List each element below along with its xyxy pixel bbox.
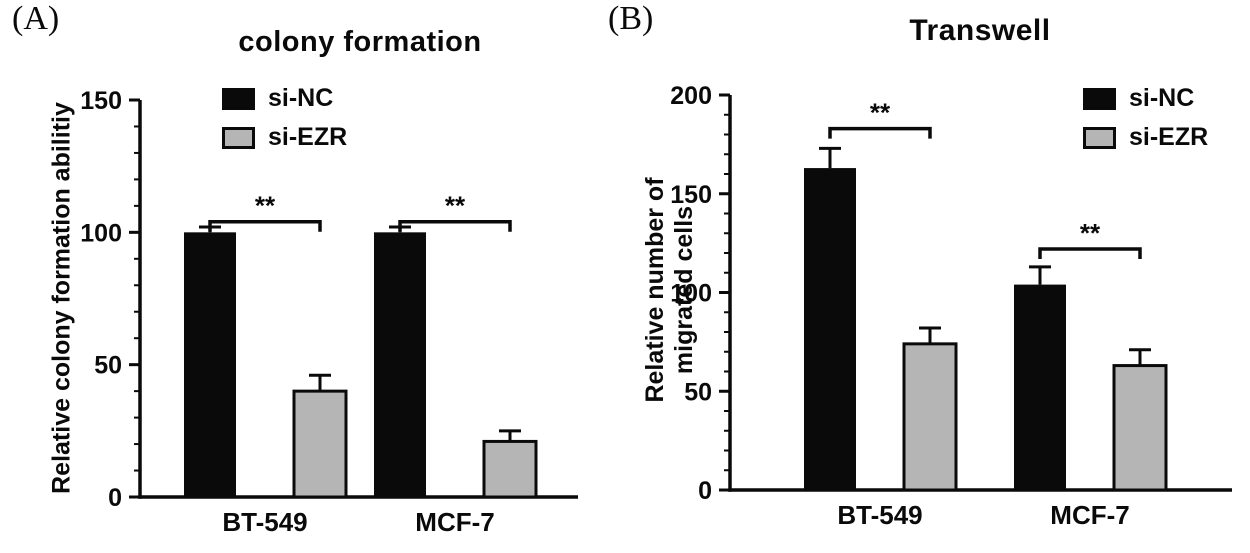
legend-label-si-nc: si-NC (1129, 84, 1195, 112)
legend-item-si-nc: si-NC (222, 84, 347, 113)
panel-label-a: (A) (12, 0, 60, 37)
y-tick-label: 50 (684, 378, 712, 406)
bar-chart-colony-formation: 0 50 100 150 BT-549 MCF-7 ** ** (80, 87, 578, 537)
bar-si-NC-MCF-7 (374, 232, 426, 498)
legend-swatch-si-nc (1083, 87, 1116, 110)
bar-chart-transwell: 0 50 100 150 200 BT-549 MCF-7 ** ** (670, 82, 1232, 530)
y-tick-label: 100 (80, 219, 122, 247)
legend-item-si-ezr: si-EZR (1083, 123, 1208, 152)
y-tick-label: 200 (670, 82, 712, 110)
significance-label: ** (1080, 218, 1101, 248)
panel-a: 0 50 100 150 BT-549 MCF-7 ** ** (A) colony form… (0, 0, 600, 553)
significance-bracket (1038, 247, 1142, 260)
legend-item-si-ezr: si-EZR (222, 123, 347, 152)
y-tick-label: 100 (670, 280, 712, 308)
legend-swatch-si-ezr (222, 126, 255, 149)
significance-bracket (828, 126, 932, 139)
significance-label: ** (445, 191, 466, 221)
legend-label-si-ezr: si-EZR (268, 123, 348, 151)
panel-label-b: (B) (608, 0, 654, 37)
legend-swatch-si-nc (222, 87, 255, 110)
category-label: MCF-7 (415, 507, 494, 537)
y-tick-label: 50 (94, 352, 122, 380)
legend-label-si-ezr: si-EZR (1129, 123, 1209, 151)
legend-a: si-NC si-EZR (222, 84, 347, 152)
y-tick-label: 150 (670, 181, 712, 209)
category-label: BT-549 (222, 507, 307, 537)
y-tick-label: 150 (80, 87, 122, 115)
y-axis-label-b: Relative number of migrated cells (641, 177, 698, 403)
legend-swatch-si-ezr (1083, 126, 1116, 149)
significance-bracket (398, 219, 512, 232)
significance-bracket (208, 219, 322, 232)
bar-si-NC-MCF-7 (1014, 284, 1066, 490)
y-tick-label: 0 (108, 484, 122, 512)
bar-si-NC-BT-549 (804, 168, 856, 490)
bar-si-NC-BT-549 (184, 232, 236, 498)
chart-title-colony-formation: colony formation (238, 26, 482, 58)
chart-title-transwell: Transwell (909, 14, 1051, 47)
legend-item-si-nc: si-NC (1083, 84, 1208, 113)
bar-si-EZR-MCF-7 (482, 439, 538, 499)
bar-si-EZR-BT-549 (292, 389, 348, 499)
y-axis-label-a: Relative colony formation abilitiy (47, 102, 76, 494)
category-label: BT-549 (837, 500, 922, 530)
bar-si-EZR-MCF-7 (1112, 364, 1168, 492)
category-label: MCF-7 (1050, 500, 1129, 530)
legend-label-si-nc: si-NC (268, 84, 334, 112)
significance-label: ** (255, 191, 276, 221)
bar-si-EZR-BT-549 (902, 342, 958, 492)
legend-b: si-NC si-EZR (1083, 84, 1208, 152)
y-tick-label: 0 (698, 477, 712, 505)
panel-b: 0 50 100 150 200 BT-549 MCF-7 ** ** (B) Transwel… (600, 0, 1250, 553)
significance-label: ** (870, 98, 891, 128)
